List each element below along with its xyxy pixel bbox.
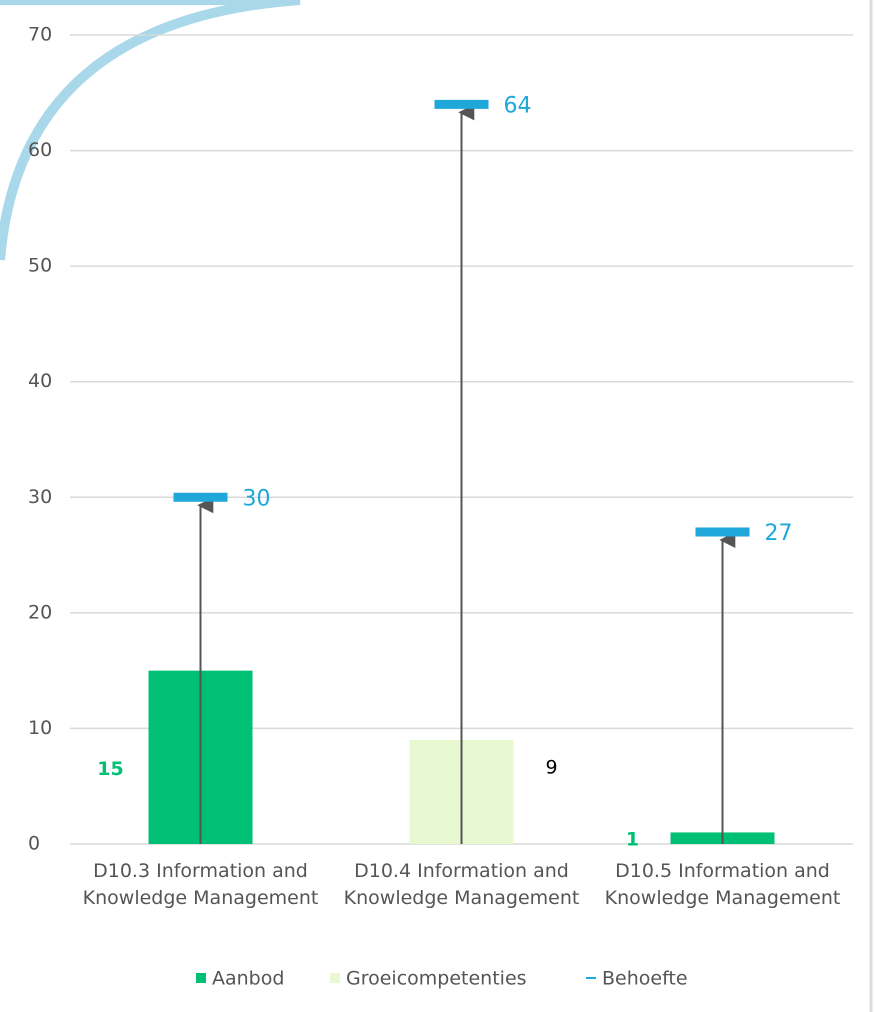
y-tick-label: 50 xyxy=(28,255,52,277)
data-label: 1 xyxy=(626,829,639,851)
y-tick-label: 10 xyxy=(28,717,52,739)
y-tick-label: 30 xyxy=(28,486,52,508)
legend-label: Groeicompetenties xyxy=(346,968,527,990)
legend-label: Behoefte xyxy=(602,968,688,990)
y-tick-label: 40 xyxy=(28,370,52,392)
x-tick-label: D10.5 Information and Knowledge Manageme… xyxy=(604,860,841,909)
legend-label: Aanbod xyxy=(212,968,284,990)
legend-swatch xyxy=(330,973,340,983)
decor xyxy=(0,0,301,261)
data-label: 64 xyxy=(504,93,532,118)
x-tick-label: D10.4 Information and Knowledge Manageme… xyxy=(343,860,580,909)
data-label: 27 xyxy=(765,521,793,546)
x-tick-label: D10.3 Information and Knowledge Manageme… xyxy=(82,860,319,909)
data-label: 15 xyxy=(97,758,123,780)
y-tick-label: 60 xyxy=(28,139,52,161)
legend-swatch xyxy=(196,973,206,983)
y-tick-label: 70 xyxy=(28,24,52,46)
y-tick-label: 20 xyxy=(28,601,52,623)
data-label: 9 xyxy=(545,756,557,778)
y-tick-label: 0 xyxy=(28,833,40,855)
data-label: 30 xyxy=(243,486,271,511)
